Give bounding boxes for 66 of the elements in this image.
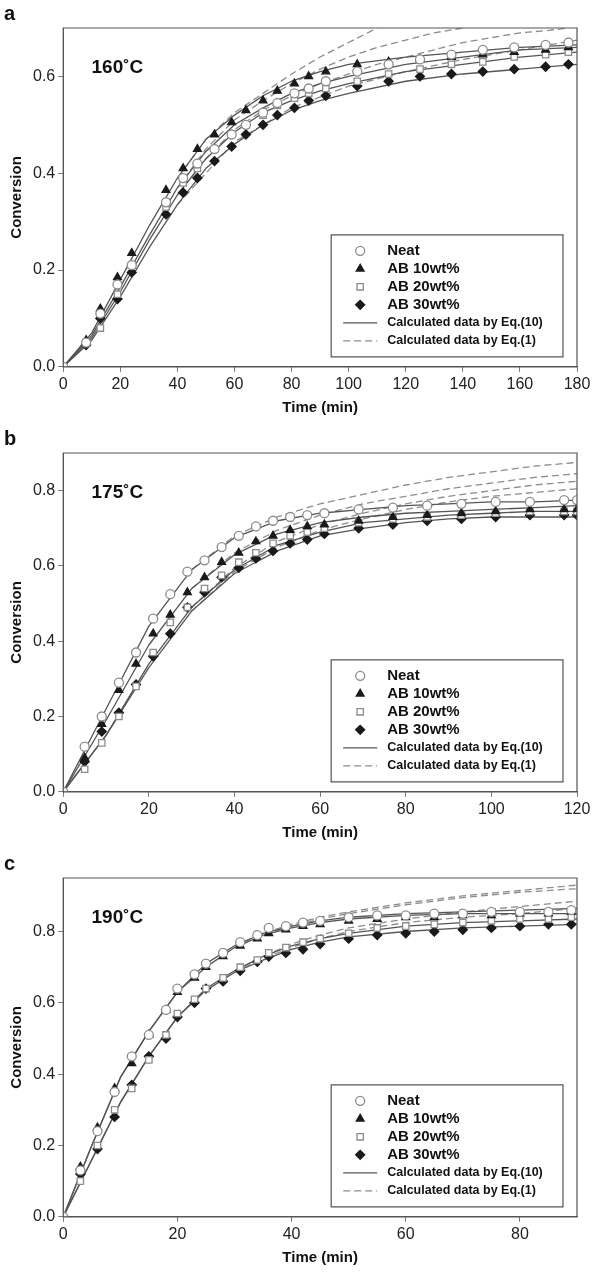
legend-label: Calculated data by Eq.(1) xyxy=(387,758,536,773)
legend-label: Neat xyxy=(387,665,420,683)
x-tick-label: 180 xyxy=(563,374,591,392)
x-tick-label: 60 xyxy=(225,374,244,392)
y-tick-label: 0.2 xyxy=(32,1135,56,1153)
y-tick-label: 0.0 xyxy=(32,357,56,375)
chart-title: b xyxy=(4,426,17,449)
x-tick-label: 120 xyxy=(392,374,420,392)
y-tick-label: 0.6 xyxy=(32,66,56,84)
x-tick-label: 40 xyxy=(168,374,187,392)
legend-label: AB 20wt% xyxy=(387,701,460,719)
y-tick-label: 0.6 xyxy=(32,993,56,1011)
x-tick-label: 20 xyxy=(111,374,130,392)
legend-label: AB 20wt% xyxy=(387,276,460,294)
chart-title: c xyxy=(4,851,16,874)
legend-label: Calculated data by Eq.(1) xyxy=(387,333,536,348)
y-axis-title: Conversion xyxy=(7,581,25,664)
x-tick-label: 120 xyxy=(563,799,591,817)
x-tick-label: 100 xyxy=(478,799,505,817)
legend-label: Calculated data by Eq.(1) xyxy=(387,1183,536,1198)
x-tick-label: 0 xyxy=(58,799,68,817)
legend-label: Neat xyxy=(387,240,420,258)
x-axis-title: Time (min) xyxy=(282,1248,358,1266)
x-tick-label: 80 xyxy=(282,374,301,392)
y-axis-title: Conversion xyxy=(7,1006,25,1089)
x-tick-label: 100 xyxy=(335,374,363,392)
y-tick-label: 0.2 xyxy=(32,260,56,278)
x-tick-label: 60 xyxy=(311,799,330,817)
y-tick-label: 0.4 xyxy=(32,631,56,649)
x-tick-label: 20 xyxy=(139,799,158,817)
y-tick-label: 0.8 xyxy=(32,921,56,939)
y-axis-title: Conversion xyxy=(7,156,25,239)
y-tick-label: 0.2 xyxy=(32,706,56,724)
x-tick-label: 160 xyxy=(506,374,534,392)
chart-title: a xyxy=(4,1,16,24)
y-tick-label: 0.6 xyxy=(32,556,56,574)
y-tick-label: 0.8 xyxy=(32,481,56,499)
legend-label: AB 30wt% xyxy=(387,1144,460,1162)
legend-label: AB 10wt% xyxy=(387,683,460,701)
y-tick-label: 0.0 xyxy=(32,1207,56,1225)
legend-label: AB 10wt% xyxy=(387,1108,460,1126)
y-tick-label: 0.4 xyxy=(32,1064,56,1082)
y-tick-label: 0.4 xyxy=(32,163,56,181)
legend-label: AB 30wt% xyxy=(387,294,460,312)
x-axis-title: Time (min) xyxy=(282,398,358,416)
x-tick-label: 0 xyxy=(58,374,68,392)
x-tick-label: 80 xyxy=(396,799,415,817)
legend-label: Calculated data by Eq.(10) xyxy=(387,315,543,330)
x-tick-label: 40 xyxy=(225,799,244,817)
x-tick-label: 80 xyxy=(511,1224,529,1242)
x-tick-label: 40 xyxy=(282,1224,301,1242)
legend-label: Calculated data by Eq.(10) xyxy=(387,1165,543,1180)
y-tick-label: 0.0 xyxy=(32,782,56,800)
x-tick-label: 0 xyxy=(58,1224,68,1242)
annotation: 160˚C xyxy=(91,56,144,78)
annotation: 175˚C xyxy=(91,481,144,503)
x-tick-label: 60 xyxy=(396,1224,415,1242)
legend-label: AB 30wt% xyxy=(387,719,460,737)
legend-label: AB 20wt% xyxy=(387,1126,460,1144)
x-tick-label: 20 xyxy=(168,1224,187,1242)
legend-label: Calculated data by Eq.(10) xyxy=(387,740,543,755)
x-axis-title: Time (min) xyxy=(282,823,358,841)
legend-label: Neat xyxy=(387,1090,420,1108)
legend-label: AB 10wt% xyxy=(387,258,460,276)
x-tick-label: 140 xyxy=(449,374,477,392)
annotation: 190˚C xyxy=(91,906,144,928)
